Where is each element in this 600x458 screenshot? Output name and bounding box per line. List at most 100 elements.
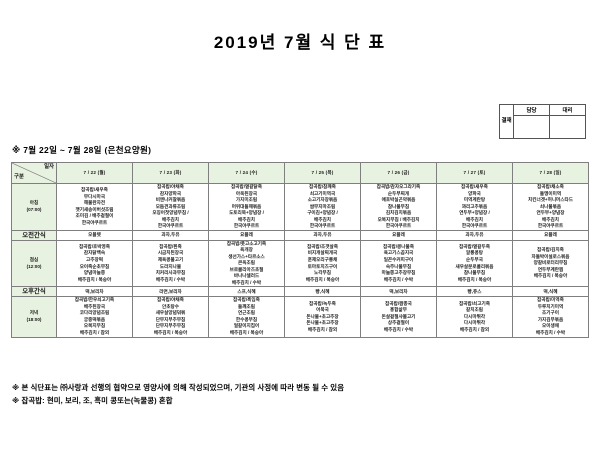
meal-cell-dinner-4[interactable]: 잡곡밥/짬뽕국 홍합삶무 돈살겉절샤볼고기 상추겉절이 배추김치 / 수박 [360, 296, 437, 338]
dish-item: 배추김치 / 복숭아 [153, 329, 188, 335]
dish-item: 다시마튀각 [463, 320, 486, 326]
meal-cell-lunch-4[interactable]: 잡곡밥/콩나물죽 육고기스곱지국 일꼰수커피구이 숙주나물무침 마늘쫑고추장무침 배추김치… [360, 239, 437, 288]
dish-item: 순두부찌개 [387, 190, 410, 196]
dish-item: 깻기새송이버섯조림 [75, 206, 114, 212]
dish-item: 잡곡밥/한우쇠고기죽 [74, 297, 115, 303]
dish-item: 미역계란탕 [463, 197, 486, 203]
dish-item: 도라지나물 [159, 263, 182, 269]
approval-label: 결재 [499, 104, 514, 139]
dish-item: 감자닭백숙 [83, 250, 106, 256]
dish-item: 돌멩이미역 [539, 190, 562, 196]
table-row-afternoon-snack: 오후간식 떡,보리차 라면,보리차 스프,식혜 빵,식혜 떡,보리차 빵,쥬스 … [11, 286, 589, 298]
meal-cell-lunch-0[interactable]: 잡곡밥/호박영죽 감자닭백숙 고추장떡 오이죽순초무침 양념마늘쫑 배추김치 / 복숭아 [56, 239, 133, 288]
snack-cell-morning-4[interactable]: 요플레 [360, 229, 437, 241]
dish-item: 잡곡밥/녹두죽 [309, 300, 336, 306]
dish-item: 가지미조림 [235, 197, 258, 203]
meal-cell-lunch-6[interactable]: 잡곡밥/김치죽 차돌박이설로스볶음 양갈비로터리무침 연두부계란찜 배추김치 / 복숭아 [512, 239, 589, 288]
footer-note-0: ※ 본 식단표는 ㈜사랑과 선행의 협약으로 영양사에 의해 작성되었으며, 기… [12, 383, 345, 392]
dish-item: 배추된장국 [83, 303, 106, 309]
meal-cell-lunch-2[interactable]: 잡곡밥/풋고소고기죽 육개장 생선가스+타르소스 콘옥조림 브로콜리아즈초절 바나나샐러드… [208, 239, 285, 288]
meal-cell-lunch-1[interactable]: 잡곡밥/흰죽 시금치된장국 제육콩불고기 도라지나물 치커리사과무침 배추김치 / 수박 [132, 239, 209, 288]
dish-item: 양갈비로터리무침 [533, 260, 568, 266]
dish-item: 알롱콩탕 [466, 250, 483, 256]
approval-signature-cell-1[interactable] [549, 115, 586, 139]
snack-cell-afternoon-3[interactable]: 빵,식혜 [284, 286, 361, 298]
dish-item: 감자양파국 [159, 190, 182, 196]
meal-cell-dinner-6[interactable]: 잡곡밥/미역죽 두루치기미역 조기구이 가지김무볶음 오이생채 배추김치 / 수박 [512, 296, 589, 338]
dish-item: 잡곡밥/흑임죽 [233, 297, 260, 303]
dish-item: 들깨조림 [238, 303, 255, 309]
dish-item: 다시마튀각 [463, 313, 486, 319]
dish-item: 오징어젓양념무침 / [152, 210, 189, 216]
snack-cell-morning-5[interactable]: 과자,두유 [436, 229, 513, 241]
meal-cell-breakfast-6[interactable]: 잡곡밥/채소죽 돌멩이미역 치킨너겟+허니머스타드 쇠나물볶음 연두부+양념장 배추김치 한… [512, 183, 589, 231]
snack-cell-morning-6[interactable]: 요플레 [512, 229, 589, 241]
dish-item: 애호박실곤약볶음 [381, 197, 416, 203]
snack-cell-morning-0[interactable]: 오믈렛 [56, 229, 133, 241]
dish-item: 얼갈이지집어 [233, 323, 260, 329]
meal-cell-breakfast-0[interactable]: 잡곡밥/새우죽 무다시마국 해물완자전 깻기새송이버섯조림 조미김 / 배추겉절이 한국야… [56, 183, 133, 231]
meal-cell-dinner-3[interactable]: 잡곡밥/녹두죽 어묵국 돈나물+초고추장 돈나물+초고추장 배추김치 / 참외 [284, 296, 361, 338]
dish-item: 배추김치 [314, 216, 331, 222]
dish-item: 참나물무침 [387, 203, 410, 209]
meal-cell-breakfast-3[interactable]: 잡곡밥/참깨죽 쇠고기미역국 소고기자장볶음 쌈무지마조림 구이김+양념장 / 배추김치 한… [284, 183, 361, 231]
dish-item: 배추김치 / 복숭아 [77, 276, 112, 282]
dish-item: 두루치기미역 [537, 303, 564, 309]
meal-cell-lunch-3[interactable]: 잡곡밥/조갯살죽 비지개살찌개국 훈제오리구룡채 토마토치즈구이 노각무침 배추김치 / … [284, 239, 361, 288]
row-label-breakfast-time: (07:00) [26, 206, 42, 212]
dish-item: 단무지부추무침 [155, 323, 186, 329]
meal-cell-dinner-1[interactable]: 잡곡밥/야채죽 안초탕수 새우살양념덖볶 단무지부추무침 단무지부추무침 배추김치 / 복… [132, 296, 209, 338]
dish-item: 배추김치 [466, 216, 483, 222]
meal-cell-dinner-0[interactable]: 잡곡밥/한우쇠고기죽 배추된장국 코다리양념조림 궁중떡볶음 오복지무침 배추김치 / 참… [56, 296, 133, 338]
dish-item: 한국야쿠르트 [233, 223, 260, 229]
period-note: ※ 7월 22일 ~ 7월 28일 (은천요양원) [12, 145, 152, 155]
dish-item: 쇠고기미역국 [309, 190, 336, 196]
meal-cell-lunch-5[interactable]: 잡곡밥/열갈두죽 알롱콩탕 순두부국 새우살분로콜리볶음 참나물무침 배추김치 / 복숭아 [436, 239, 513, 288]
dish-item: 육고기스곱지국 [383, 250, 414, 256]
table-row-lunch: 점심 (12:00) 잡곡밥/호박영죽 감자닭백숙 고추장떡 오이죽순초무침 양념마늘쫑… [11, 239, 589, 288]
dish-item: 배추김치 / 수박 [535, 329, 566, 335]
meal-cell-breakfast-2[interactable]: 잡곡밥/열걀닭죽 아욱된장국 가지미조림 머위대들깨볶음 도토리묵+양념장 / 배추김치 한… [208, 183, 285, 231]
dish-item: 일꼰수커피구이 [383, 256, 414, 262]
meal-cell-dinner-5[interactable]: 잡곡밥/쇠고기죽 갈치조림 다시마튀각 다시마튀각 배추김치 / 참외 [436, 296, 513, 338]
row-label-dinner-time: (18:00) [26, 316, 42, 322]
approval-table: 결재 담당 대리 [499, 104, 586, 139]
meal-cell-breakfast-4[interactable]: 잡곡밥/감자오그라기죽 순두부찌개 애호박실곤약볶음 참나물무침 김치김치볶음 오복지무침… [360, 183, 437, 231]
snack-cell-afternoon-6[interactable]: 떡,식혜 [512, 286, 589, 298]
snack-cell-afternoon-4[interactable]: 떡,보리차 [360, 286, 437, 298]
snack-cell-morning-2[interactable]: 요플레 [208, 229, 285, 241]
approval-box: 결재 담당 대리 [499, 104, 586, 139]
dish-item: 새우살분로콜리볶음 [455, 263, 494, 269]
dish-item: 잡곡밥/채소죽 [537, 184, 564, 189]
dish-item: 돈살겉절샤볼고기 [381, 313, 416, 319]
snack-cell-morning-3[interactable]: 과자,두유 [284, 229, 361, 241]
row-label-breakfast: 아침 (07:00) [11, 183, 57, 231]
dish-item: 노각무침 [314, 270, 331, 276]
dish-item: 배추김치 / 복숭아 [533, 273, 568, 279]
dish-item: 배추김치 / 참외 [307, 326, 338, 332]
dish-item: 한수콩부침 [235, 316, 258, 322]
day-header-2: 7 / 24 (수) [208, 162, 285, 184]
snack-cell-afternoon-0[interactable]: 떡,보리차 [56, 286, 133, 298]
meal-cell-dinner-2[interactable]: 잡곡밥/흑임죽 들깨조림 연근조림 한수콩부침 얼갈이지집어 배추김치 / 복숭아 [208, 296, 285, 338]
dish-item: 잡곡밥/조갯살죽 [307, 243, 338, 249]
day-header-6: 7 / 28 (일) [512, 162, 589, 184]
dish-item: 배추김치 [162, 216, 179, 222]
snack-cell-afternoon-1[interactable]: 라면,보리차 [132, 286, 209, 298]
dish-item: 생선가스+타르소스 [228, 253, 265, 259]
dish-item: 배추김치 / 참외 [459, 326, 490, 332]
snack-cell-afternoon-5[interactable]: 빵,쥬스 [436, 286, 513, 298]
corner-header-cell: 일자 구분 [11, 162, 57, 184]
dish-item: 오복지무침 [83, 323, 106, 329]
meal-cell-breakfast-1[interactable]: 잡곡밥/야채죽 감자양파국 비엔나커찰볶음 모둠견과류조림 오징어젓양념무침 / 배추김치… [132, 183, 209, 231]
dish-item: 상추겉절이 [387, 320, 410, 326]
approval-signature-cell-0[interactable] [513, 115, 550, 139]
snack-cell-afternoon-2[interactable]: 스프,식혜 [208, 286, 285, 298]
dish-item: 오이죽순초무침 [79, 263, 110, 269]
dish-item: 잡곡밥/미역죽 [537, 297, 564, 303]
snack-cell-morning-1[interactable]: 과자,두유 [132, 229, 209, 241]
meal-cell-breakfast-5[interactable]: 잡곡밥/새우죽 양파국 미역계란탕 꽈리고추볶음 연두부+양념장 / 배추김치 한국야쿠르트 [436, 183, 513, 231]
dish-item: 잡곡밥/참깨죽 [309, 184, 336, 189]
diagonal-divider-icon [12, 163, 56, 183]
dish-item: 마늘쫑고추장무침 [381, 270, 416, 276]
